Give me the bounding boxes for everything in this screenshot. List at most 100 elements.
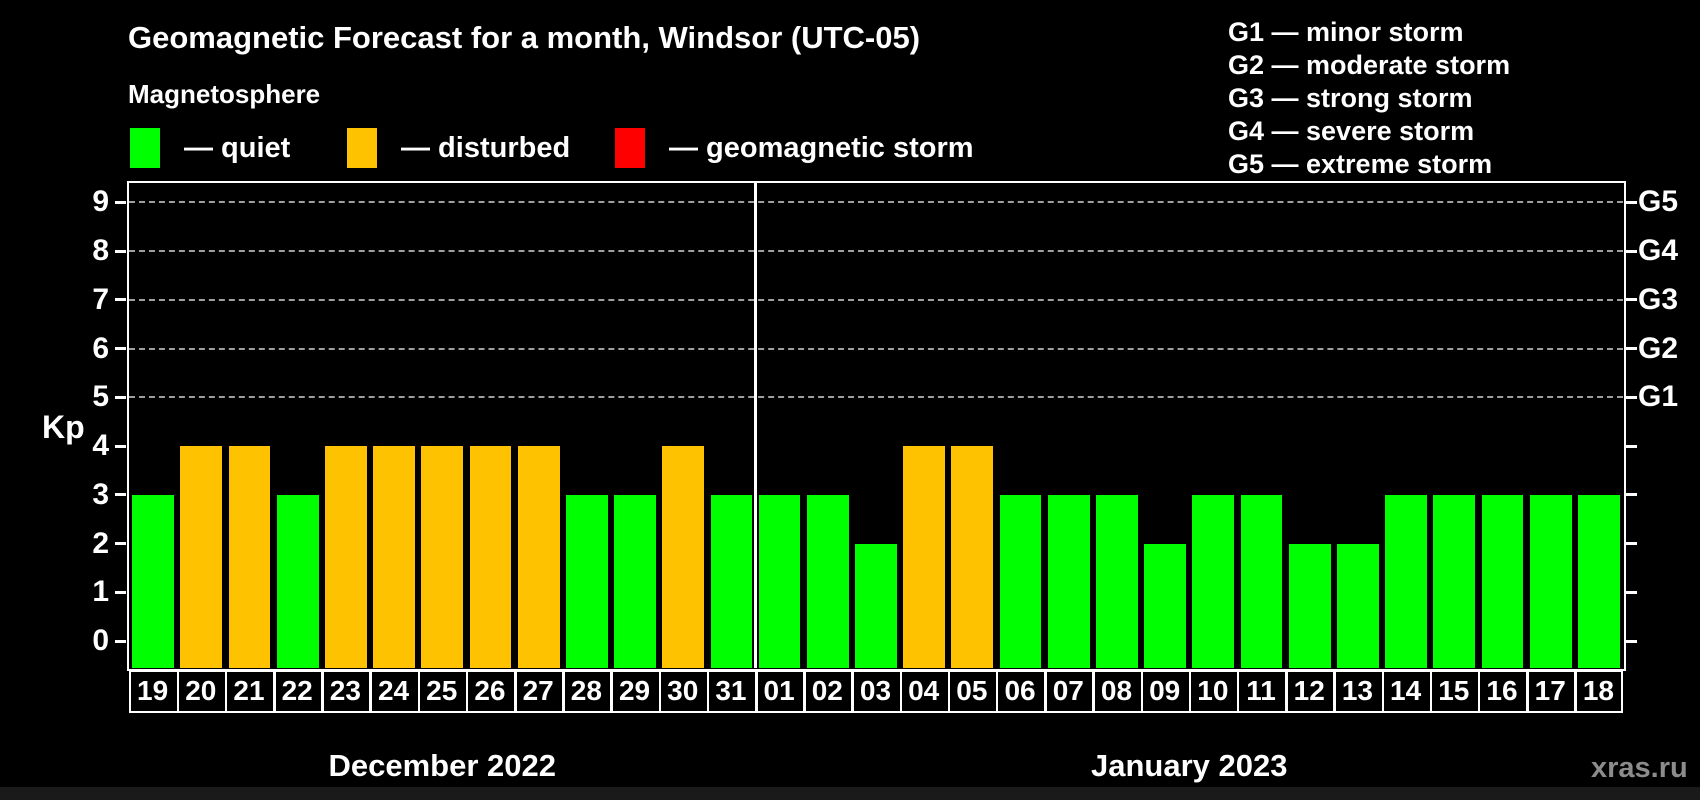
day-label-04: 04 (908, 675, 940, 706)
legend-label-quiet: — quiet (184, 132, 291, 164)
day-cell-separator (1092, 672, 1095, 711)
right-tick-3 (1626, 493, 1637, 497)
day-cell-separator (1140, 672, 1144, 711)
day-label-19: 19 (137, 675, 169, 706)
right-tick-7 (1626, 298, 1637, 302)
kp-bar-day-08 (1096, 494, 1138, 668)
day-label-28: 28 (570, 675, 602, 706)
day-cell-separator (1044, 672, 1047, 711)
day-label-05: 05 (956, 675, 988, 706)
day-label-13: 13 (1341, 675, 1373, 706)
day-label-12: 12 (1293, 675, 1325, 706)
kp-bar-day-26 (469, 446, 512, 668)
y-tick-label-7: 7 (92, 282, 109, 316)
day-label-14: 14 (1390, 675, 1422, 706)
day-cell-separator (1477, 672, 1481, 711)
y-tick-label-0: 0 (92, 624, 109, 658)
g-axis-label-G2: G2 (1638, 331, 1679, 365)
gridline-kp7 (129, 298, 1623, 301)
g-axis-label-G5: G5 (1638, 185, 1679, 219)
chart-subtitle: Magnetosphere (128, 79, 321, 109)
day-cell-separator (176, 672, 180, 711)
day-cell-separator (851, 672, 854, 711)
day-label-22: 22 (281, 675, 313, 706)
g-legend-line-2: G2 — moderate storm (1228, 50, 1511, 80)
day-label-25: 25 (426, 675, 458, 706)
kp-bar-day-17 (1529, 494, 1572, 668)
day-cell-separator (562, 672, 565, 711)
day-cell-separator (947, 672, 951, 711)
legend-label-disturbed: — disturbed (401, 132, 571, 164)
kp-bar-day-02 (806, 494, 849, 668)
right-tick-9 (1626, 200, 1637, 204)
g-axis-label-G4: G4 (1638, 234, 1679, 268)
day-cell-separator (1526, 672, 1529, 711)
day-cell-separator (465, 672, 469, 711)
right-tick-0 (1626, 639, 1637, 643)
kp-bar-day-27 (517, 446, 560, 668)
day-cell-separator (658, 672, 662, 711)
left-tick-2 (115, 542, 126, 546)
kp-bar-day-29 (614, 494, 656, 668)
day-label-10: 10 (1197, 675, 1229, 706)
kp-bar-day-25 (421, 446, 464, 668)
kp-bar-day-18 (1578, 494, 1620, 668)
kp-bar-day-09 (1144, 543, 1187, 668)
day-cell-separator (1236, 672, 1240, 711)
legend-swatch-disturbed (347, 128, 377, 168)
kp-bar-day-16 (1481, 494, 1524, 668)
gridline-kp8 (129, 250, 1623, 253)
day-label-18: 18 (1582, 675, 1614, 706)
month-label-1: January 2023 (1091, 748, 1288, 783)
chart-title: Geomagnetic Forecast for a month, Windso… (128, 20, 921, 55)
left-tick-5 (115, 395, 126, 399)
kp-bar-day-03 (855, 543, 897, 668)
day-label-30: 30 (667, 675, 699, 706)
kp-bar-day-10 (1192, 494, 1235, 668)
day-label-24: 24 (377, 675, 410, 706)
g-legend-line-1: G1 — minor storm (1228, 17, 1464, 47)
day-cell-separator (273, 672, 276, 711)
day-cell-separator (706, 672, 710, 711)
watermark: xras.ru (1591, 752, 1688, 784)
kp-bar-day-12 (1288, 543, 1331, 668)
legend-item-disturbed: — disturbed (347, 128, 570, 168)
kp-bar-day-01 (758, 494, 801, 668)
g-legend-line-5: G5 — extreme storm (1228, 149, 1493, 179)
day-label-11: 11 (1246, 675, 1276, 706)
y-tick-label-8: 8 (92, 234, 109, 268)
kp-bar-day-31 (710, 494, 753, 668)
day-cell-separator (321, 672, 324, 711)
gridline-kp6 (129, 347, 1623, 350)
day-label-01: 01 (763, 675, 795, 706)
day-label-15: 15 (1438, 675, 1470, 706)
y-tick-label-4: 4 (92, 429, 109, 463)
right-tick-2 (1626, 542, 1637, 546)
day-label-08: 08 (1100, 675, 1133, 706)
left-tick-4 (115, 444, 126, 448)
month-divider (754, 183, 758, 668)
day-cell-separator (1333, 672, 1336, 711)
day-label-06: 06 (1004, 675, 1036, 706)
day-cell-separator (1285, 672, 1288, 711)
bottom-strip (0, 787, 1700, 800)
plot-area: 0 1 2 3 4 5 6 7 8 9 G1 G2 G3 G4 G5 (92, 180, 1678, 671)
legend-item-storm: — geomagnetic storm (615, 128, 974, 168)
kp-bar-day-20 (180, 446, 223, 668)
y-tick-label-6: 6 (92, 331, 109, 365)
kp-bar-day-24 (373, 446, 415, 668)
y-tick-label-3: 3 (92, 477, 109, 511)
left-tick-7 (115, 298, 126, 302)
gridline-kp9 (129, 201, 1623, 204)
right-tick-1 (1626, 590, 1637, 594)
right-tick-4 (1626, 444, 1637, 448)
left-tick-6 (115, 347, 126, 351)
left-tick-0 (115, 639, 126, 643)
day-label-17: 17 (1534, 675, 1566, 706)
month-label-0: December 2022 (328, 748, 557, 783)
day-cell-separator (224, 672, 228, 711)
legend-item-quiet: — quiet (130, 128, 290, 168)
day-label-09: 09 (1149, 675, 1181, 706)
day-cell-separator (610, 672, 613, 711)
